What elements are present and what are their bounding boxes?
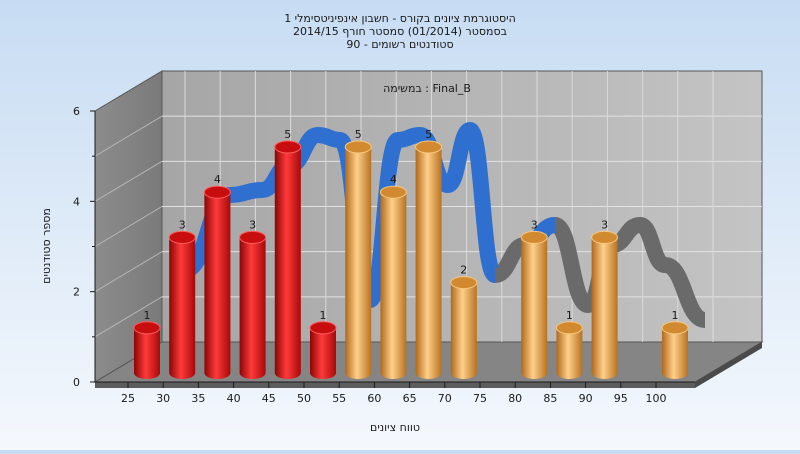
x-tick-label: 55: [332, 392, 346, 405]
bars: [133, 140, 689, 379]
value-label: 1: [144, 309, 151, 322]
bar-cap: [450, 276, 478, 290]
bar-body: [556, 327, 583, 379]
bar-body: [380, 192, 407, 379]
value-label: 4: [214, 173, 221, 186]
bar-body: [134, 327, 160, 379]
x-tick-label: 50: [297, 392, 311, 405]
chart-title-line-1: היסטוגרמת ציונים בקורס - חשבון אינפיניטס…: [284, 12, 516, 25]
bar: [661, 321, 689, 379]
bar-cap: [344, 140, 372, 154]
x-tick-label: 35: [191, 392, 205, 405]
x-tick-label: 95: [614, 392, 628, 405]
y-axis-ticks: 0 2 4 6: [73, 105, 95, 389]
bar: [309, 321, 337, 379]
value-label: 1: [566, 309, 573, 322]
bar-cap: [168, 230, 196, 244]
gridline-side: [94, 115, 163, 157]
x-axis-ticks: 25 30 35 40 45 50 55 60 65 70 75 80 85 90 95 100: [121, 382, 667, 405]
value-label: 4: [390, 173, 397, 186]
x-tick-label: 30: [156, 392, 170, 405]
bar: [203, 185, 231, 379]
gridline-side: [94, 296, 163, 338]
inner-label: במשימה : Final_B: [383, 82, 471, 95]
chart-title: היסטוגרמת ציונים בקורס - חשבון אינפיניטס…: [284, 12, 516, 51]
bar-cap: [379, 185, 407, 199]
bar-body: [415, 147, 442, 379]
value-label: 1: [672, 309, 679, 322]
y-axis-label: מספר סטודנטים: [40, 208, 53, 284]
bar-body: [450, 282, 477, 379]
x-tick-label: 70: [438, 392, 452, 405]
floor-front-edge: [95, 382, 695, 388]
bar-cap: [274, 140, 302, 154]
bar: [168, 230, 196, 379]
bar-body: [169, 237, 196, 379]
gridline-side: [94, 160, 163, 202]
value-label: 5: [355, 128, 362, 141]
value-label: 2: [460, 264, 467, 277]
bar: [133, 321, 161, 379]
bar: [591, 230, 619, 379]
chart-title-line-2: בסמסטר (01/2014) סמסטר חורף 2014/15: [293, 25, 507, 38]
bar-body: [345, 147, 372, 379]
bar-body: [204, 192, 231, 379]
bar-cap: [591, 230, 619, 244]
y-tick-label: 6: [73, 105, 80, 118]
x-tick-label: 25: [121, 392, 135, 405]
bar-body: [239, 237, 266, 379]
bar-body: [662, 327, 688, 379]
bar: [520, 230, 548, 379]
value-label: 3: [601, 218, 608, 231]
x-tick-label: 85: [543, 392, 557, 405]
x-tick-label: 65: [403, 392, 417, 405]
x-tick-label: 75: [473, 392, 487, 405]
value-label: 3: [531, 218, 538, 231]
value-label: 5: [425, 128, 432, 141]
x-tick-label: 100: [646, 392, 667, 405]
x-tick-label: 90: [579, 392, 593, 405]
bar-cap: [661, 321, 689, 335]
chart-title-line-3: סטודנטים רשומים - 90: [346, 38, 453, 51]
x-tick-label: 45: [262, 392, 276, 405]
bar-cap: [203, 185, 231, 199]
gridline-side: [94, 206, 163, 247]
bar: [239, 230, 267, 379]
bar-cap: [520, 230, 548, 244]
bar-cap: [415, 140, 443, 154]
bar: [379, 185, 407, 379]
bar: [274, 140, 302, 379]
x-tick-label: 60: [367, 392, 381, 405]
bar-body: [521, 237, 548, 379]
bar-cap: [239, 230, 267, 244]
value-label: 5: [284, 128, 291, 141]
value-label: 1: [320, 309, 327, 322]
x-tick-label: 80: [508, 392, 522, 405]
bar-cap: [133, 321, 161, 335]
bar-body: [310, 327, 336, 379]
y-tick-label: 2: [73, 286, 80, 299]
value-label: 3: [249, 218, 256, 231]
value-label: 3: [179, 218, 186, 231]
floor-right-edge: [695, 342, 762, 388]
x-tick-label: 40: [227, 392, 241, 405]
gridline-side: [94, 251, 163, 293]
bar: [450, 276, 478, 379]
bar-body: [274, 147, 301, 379]
bar-body: [591, 237, 618, 379]
bar-cap: [555, 321, 583, 335]
x-axis-label: טווח ציונים: [370, 421, 420, 434]
bar-cap: [309, 321, 337, 335]
y-tick-label: 0: [73, 376, 80, 389]
bar: [415, 140, 443, 379]
value-labels: 1 3 4 3 5 1 5 4 5 2 3 1 3 1: [144, 128, 679, 322]
y-tick-label: 4: [73, 195, 80, 208]
bar: [344, 140, 372, 379]
bar: [555, 321, 583, 379]
